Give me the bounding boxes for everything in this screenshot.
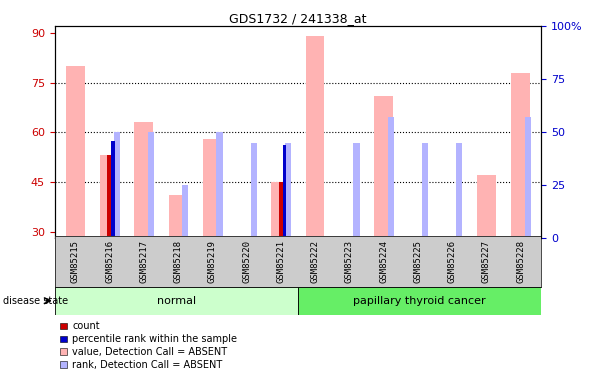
Bar	[388, 117, 394, 238]
Text: GSM85226: GSM85226	[447, 240, 457, 283]
Text: GSM85215: GSM85215	[71, 240, 80, 283]
Text: disease state: disease state	[3, 296, 68, 306]
Bar	[271, 182, 290, 238]
Text: GSM85217: GSM85217	[139, 240, 148, 283]
Bar	[250, 143, 257, 238]
Bar	[306, 36, 325, 238]
Bar	[107, 155, 112, 238]
Text: GSM85222: GSM85222	[311, 240, 320, 283]
Bar	[203, 139, 222, 238]
Title: GDS1732 / 241338_at: GDS1732 / 241338_at	[229, 12, 367, 25]
Text: GSM85223: GSM85223	[345, 240, 354, 283]
Legend: count, percentile rank within the sample, value, Detection Call = ABSENT, rank, : count, percentile rank within the sample…	[60, 321, 237, 370]
Bar	[100, 155, 119, 238]
Text: GSM85225: GSM85225	[413, 240, 423, 283]
Bar	[216, 132, 223, 238]
Text: GSM85216: GSM85216	[105, 240, 114, 283]
Bar	[66, 66, 85, 238]
Text: GSM85228: GSM85228	[516, 240, 525, 283]
Bar	[374, 96, 393, 238]
Bar	[477, 175, 496, 238]
Text: GSM85221: GSM85221	[276, 240, 285, 283]
Bar	[525, 117, 531, 238]
Bar	[298, 287, 541, 315]
Text: GSM85220: GSM85220	[242, 240, 251, 283]
Bar	[353, 143, 359, 238]
Bar	[278, 182, 283, 238]
Bar	[422, 143, 428, 238]
Bar	[182, 185, 188, 238]
Bar	[285, 143, 291, 238]
Bar	[148, 132, 154, 238]
Text: papillary thyroid cancer: papillary thyroid cancer	[353, 296, 486, 306]
Bar	[283, 145, 286, 238]
Bar	[511, 73, 530, 238]
Text: GSM85218: GSM85218	[173, 240, 182, 283]
Bar	[114, 132, 120, 238]
Bar	[55, 287, 298, 315]
Text: GSM85224: GSM85224	[379, 240, 388, 283]
Bar	[168, 195, 187, 238]
Text: GSM85227: GSM85227	[482, 240, 491, 283]
Text: normal: normal	[157, 296, 196, 306]
Bar	[134, 122, 153, 238]
Bar	[456, 143, 462, 238]
Bar	[111, 141, 115, 238]
Text: GSM85219: GSM85219	[208, 240, 217, 283]
